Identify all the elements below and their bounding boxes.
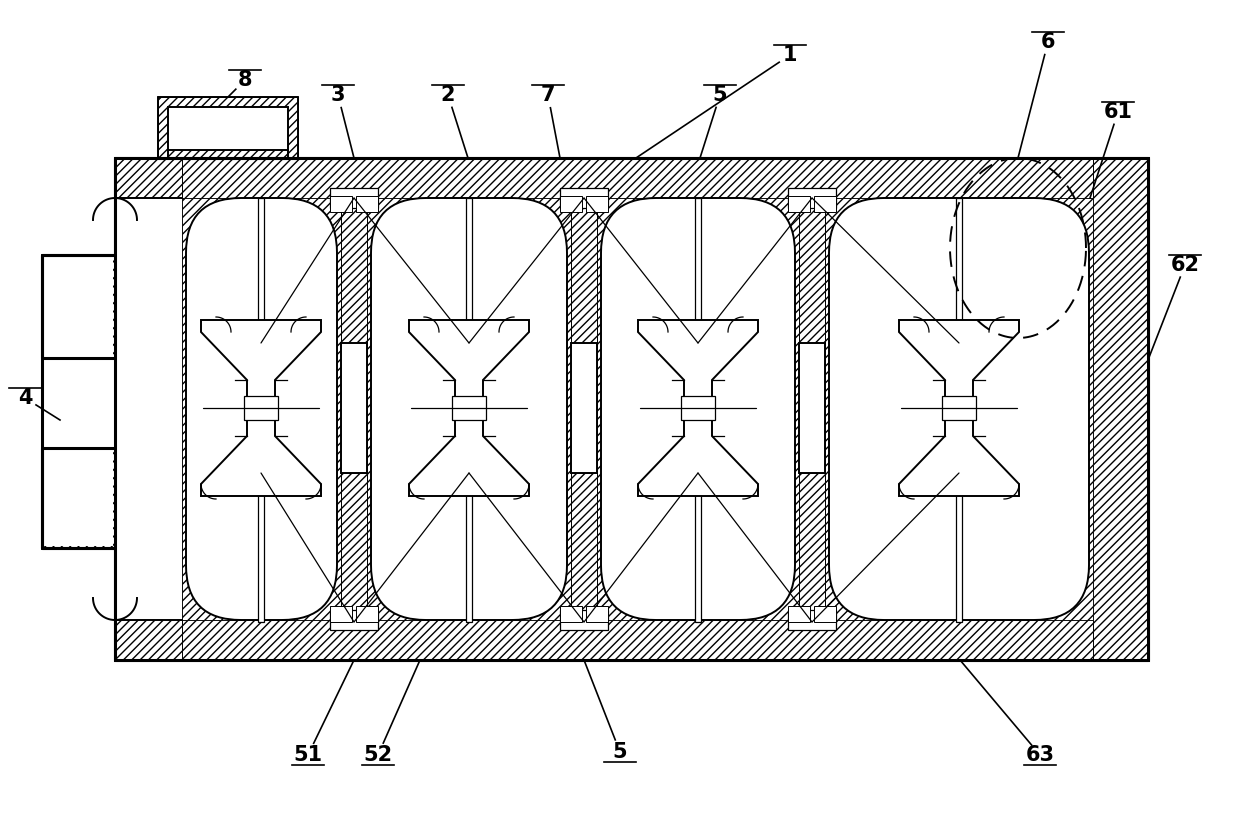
Bar: [341, 473, 367, 620]
Bar: [942, 396, 976, 420]
Bar: [570, 198, 596, 343]
Bar: [587, 196, 608, 212]
Bar: [356, 196, 378, 212]
Bar: [466, 198, 472, 322]
Bar: [799, 343, 825, 473]
FancyBboxPatch shape: [601, 198, 795, 620]
Bar: [466, 494, 472, 622]
Text: 6: 6: [1040, 32, 1055, 52]
Bar: [117, 198, 182, 620]
Bar: [453, 396, 486, 420]
Bar: [787, 606, 810, 622]
Bar: [115, 158, 182, 660]
Bar: [115, 158, 1148, 660]
Polygon shape: [899, 320, 1019, 496]
Bar: [694, 198, 701, 322]
Bar: [244, 396, 278, 420]
Bar: [330, 188, 378, 208]
Polygon shape: [201, 320, 321, 496]
Bar: [43, 257, 113, 358]
Text: 8: 8: [238, 70, 252, 90]
FancyBboxPatch shape: [830, 198, 1089, 620]
Bar: [560, 196, 582, 212]
Text: 5: 5: [613, 742, 627, 762]
Bar: [367, 198, 570, 620]
Bar: [43, 448, 113, 546]
Bar: [570, 343, 596, 473]
Bar: [570, 473, 596, 620]
Text: 1: 1: [782, 45, 797, 65]
Bar: [694, 494, 701, 622]
Bar: [787, 610, 836, 630]
Bar: [157, 97, 298, 158]
Bar: [560, 188, 608, 208]
Text: 52: 52: [363, 745, 393, 765]
Bar: [330, 196, 352, 212]
Bar: [787, 196, 810, 212]
Text: 61: 61: [1104, 102, 1132, 122]
Text: 63: 63: [1025, 745, 1054, 765]
Bar: [799, 198, 825, 343]
Bar: [560, 610, 608, 630]
Bar: [258, 198, 264, 322]
FancyBboxPatch shape: [371, 198, 567, 620]
Bar: [596, 198, 799, 620]
Bar: [956, 198, 962, 322]
Bar: [341, 343, 367, 473]
Bar: [813, 606, 836, 622]
Bar: [115, 158, 1148, 198]
Text: 62: 62: [1171, 255, 1199, 275]
Text: 2: 2: [440, 85, 455, 105]
Bar: [182, 198, 341, 620]
Text: 3: 3: [331, 85, 345, 105]
Polygon shape: [639, 320, 758, 496]
Text: 4: 4: [17, 388, 32, 408]
Bar: [956, 494, 962, 622]
Bar: [787, 188, 836, 208]
Bar: [42, 358, 115, 448]
Bar: [799, 473, 825, 620]
Bar: [42, 255, 115, 548]
Bar: [258, 494, 264, 622]
Bar: [115, 620, 1148, 660]
Bar: [167, 107, 288, 150]
Bar: [825, 198, 1092, 620]
Bar: [681, 396, 715, 420]
Text: 7: 7: [541, 85, 556, 105]
Bar: [341, 198, 367, 343]
Bar: [356, 606, 378, 622]
Bar: [330, 606, 352, 622]
Bar: [1092, 158, 1148, 660]
Bar: [560, 606, 582, 622]
Text: 5: 5: [713, 85, 728, 105]
Bar: [813, 196, 836, 212]
Text: 51: 51: [294, 745, 322, 765]
Bar: [587, 606, 608, 622]
Bar: [330, 610, 378, 630]
Polygon shape: [409, 320, 529, 496]
FancyBboxPatch shape: [186, 198, 337, 620]
